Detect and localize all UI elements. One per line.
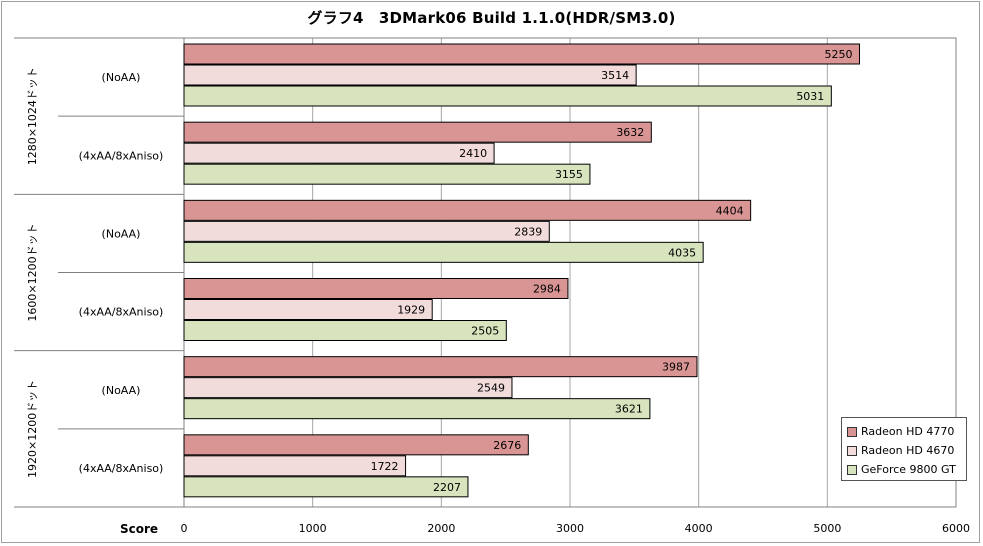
- bar: [183, 398, 651, 420]
- bar: [183, 377, 513, 399]
- data-label: 2839: [514, 225, 542, 238]
- x-tick-label: 2000: [427, 522, 455, 535]
- legend-label: Radeon HD 4770: [861, 425, 955, 438]
- x-tick-label: 6000: [942, 522, 970, 535]
- data-label: 2549: [477, 382, 505, 395]
- legend-swatch: [847, 445, 857, 456]
- bar: [183, 220, 550, 242]
- group-label: 1920×1200ドット: [26, 380, 39, 478]
- bar: [183, 163, 591, 185]
- data-label: 2505: [471, 325, 499, 338]
- data-label: 1722: [371, 460, 399, 473]
- data-label: 1929: [397, 304, 425, 317]
- group-label: 1600×1200ドット: [26, 223, 39, 321]
- data-label: 4404: [716, 204, 744, 217]
- bar: [183, 320, 507, 341]
- legend-item: Radeon HD 4670: [847, 441, 966, 460]
- data-label: 2984: [533, 283, 561, 296]
- legend-item: GeForce 9800 GT: [847, 460, 966, 479]
- data-label: 3632: [616, 126, 644, 139]
- data-label: 3987: [662, 361, 690, 374]
- x-tick-label: 0: [181, 522, 188, 535]
- bar: [183, 356, 698, 378]
- bar: [183, 476, 469, 498]
- bar: [183, 142, 495, 164]
- data-label: 4035: [668, 246, 696, 259]
- bar: [183, 434, 529, 456]
- data-label: 2207: [433, 481, 461, 494]
- group-label: 1280×1024ドット: [26, 67, 39, 165]
- x-tick-label: 4000: [685, 522, 713, 535]
- legend-swatch: [847, 464, 857, 475]
- bar: [183, 43, 860, 65]
- x-axis-label: Score: [120, 522, 158, 536]
- legend-label: Radeon HD 4670: [861, 444, 955, 457]
- bar: [183, 455, 407, 477]
- legend: Radeon HD 4770 Radeon HD 4670 GeForce 9800…: [841, 417, 967, 481]
- data-label: 2410: [459, 147, 487, 160]
- data-label: 3155: [555, 168, 583, 181]
- legend-item: Radeon HD 4770: [847, 422, 966, 441]
- data-label: 2676: [493, 439, 521, 452]
- x-tick-label: 5000: [813, 522, 841, 535]
- bar: [183, 64, 637, 86]
- bar: [183, 278, 569, 299]
- subgroup-label: (NoAA): [102, 227, 141, 240]
- legend-label: GeForce 9800 GT: [861, 463, 956, 476]
- subgroup-label: (4xAA/8xAniso): [79, 149, 164, 162]
- legend-swatch: [847, 426, 857, 437]
- bar: [183, 199, 752, 221]
- data-label: 5250: [825, 48, 853, 61]
- bar: [183, 85, 832, 107]
- chart-title: グラフ4 3DMark06 Build 1.1.0(HDR/SM3.0): [307, 9, 676, 27]
- subgroup-label: (NoAA): [102, 384, 141, 397]
- subgroup-label: (NoAA): [102, 71, 141, 84]
- bar: [183, 121, 652, 143]
- data-label: 3514: [601, 69, 629, 82]
- data-label: 5031: [796, 90, 824, 103]
- x-tick-label: 1000: [299, 522, 327, 535]
- subgroup-label: (4xAA/8xAniso): [79, 306, 164, 319]
- subgroup-label: (4xAA/8xAniso): [79, 462, 164, 475]
- data-label: 3621: [615, 403, 643, 416]
- bar: [183, 299, 433, 320]
- bar: [183, 241, 704, 263]
- x-tick-label: 3000: [556, 522, 584, 535]
